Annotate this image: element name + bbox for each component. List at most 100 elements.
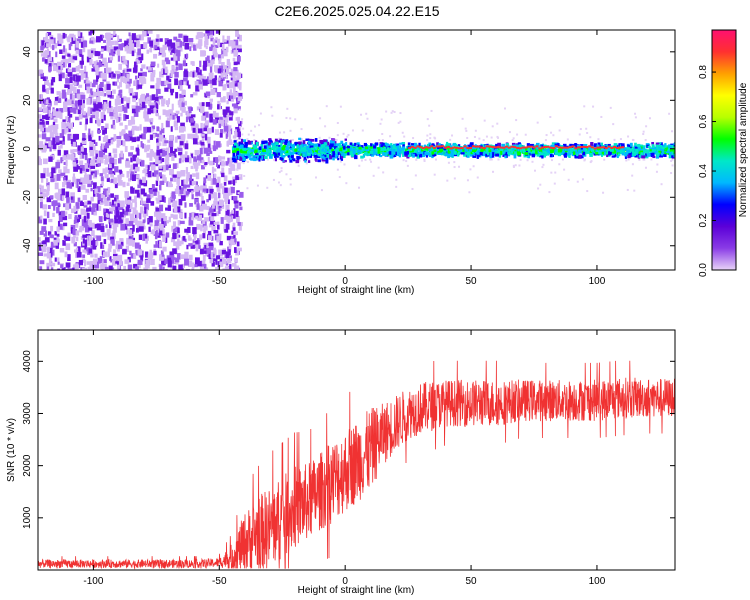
heatmap-cell <box>563 168 566 171</box>
heatmap-cell <box>171 195 176 199</box>
heatmap-cell <box>181 179 184 187</box>
heatmap-cell <box>184 228 189 233</box>
heatmap-cell <box>309 145 314 149</box>
heatmap-cell <box>120 223 126 231</box>
heatmap-cell <box>145 93 150 97</box>
heatmap-cell <box>42 115 47 120</box>
heatmap-cell <box>72 34 76 41</box>
heatmap-cell <box>64 251 68 258</box>
heatmap-cell <box>339 105 342 108</box>
heatmap-cell <box>160 98 166 104</box>
heatmap-cell <box>199 248 204 255</box>
heatmap-cell <box>77 109 81 115</box>
heatmap-cell <box>632 149 636 152</box>
heatmap-cell <box>138 244 141 252</box>
heatmap-cell <box>596 150 600 154</box>
heatmap-cell <box>54 97 58 101</box>
heatmap-cell <box>60 194 64 201</box>
heatmap-cell <box>206 199 209 203</box>
heatmap-cell <box>111 46 115 52</box>
heatmap-cell <box>247 140 250 143</box>
heatmap-cell <box>467 144 471 148</box>
heatmap-cell <box>316 155 320 159</box>
heatmap-cell <box>202 65 207 71</box>
heatmap-cell <box>231 230 234 235</box>
heatmap-cell <box>47 101 52 106</box>
heatmap-cell <box>78 69 84 74</box>
heatmap-cell <box>203 127 208 132</box>
heatmap-cell <box>165 236 168 243</box>
heatmap-cell <box>186 80 189 86</box>
heatmap-cell <box>156 34 160 38</box>
heatmap-cell <box>299 139 302 142</box>
heatmap-cell <box>135 147 140 152</box>
heatmap-cell <box>100 112 105 119</box>
heatmap-cell <box>543 144 547 147</box>
heatmap-cell <box>45 32 49 40</box>
heatmap-cell <box>98 71 103 75</box>
heatmap-cell <box>201 115 206 121</box>
heatmap-cell <box>166 220 169 224</box>
spectrogram-heatmap <box>38 30 675 270</box>
heatmap-cell <box>173 241 179 246</box>
heatmap-cell <box>296 141 300 145</box>
heatmap-cell <box>114 98 118 106</box>
heatmap-cell <box>73 205 77 210</box>
heatmap-cell <box>277 181 280 184</box>
heatmap-cell <box>600 154 604 157</box>
heatmap-cell <box>65 236 71 241</box>
heatmap-cell <box>74 178 78 185</box>
heatmap-cell <box>141 64 146 69</box>
heatmap-cell <box>67 254 71 262</box>
heatmap-cell <box>210 32 213 39</box>
heatmap-cell <box>155 241 158 246</box>
heatmap-cell <box>191 262 195 269</box>
heatmap-cell <box>44 143 50 149</box>
heatmap-cell <box>569 149 573 154</box>
heatmap-cell <box>131 125 137 131</box>
heatmap-cell <box>61 129 66 134</box>
heatmap-cell <box>645 125 648 128</box>
heatmap-cell <box>204 120 209 126</box>
heatmap-cell <box>192 227 197 234</box>
heatmap-cell <box>144 264 150 269</box>
heatmap-cell <box>113 46 119 51</box>
heatmap-cell <box>213 168 217 172</box>
heatmap-cell <box>100 48 104 53</box>
heatmap-cell <box>644 139 647 142</box>
heatmap-cell <box>108 100 112 108</box>
heatmap-cell <box>651 141 655 145</box>
heatmap-cell <box>393 111 396 114</box>
heatmap-cell <box>161 259 165 265</box>
heatmap-cell <box>125 60 128 65</box>
heatmap-cell <box>103 93 107 97</box>
heatmap-cell <box>360 155 364 159</box>
heatmap-cell <box>516 133 519 136</box>
heatmap-cell <box>198 102 204 106</box>
heatmap-cell <box>53 64 57 72</box>
heatmap-cell <box>274 153 278 157</box>
heatmap-cell <box>97 85 101 93</box>
heatmap-cell <box>203 60 208 67</box>
heatmap-cell <box>101 126 105 130</box>
heatmap-cell <box>103 114 106 121</box>
heatmap-cell <box>218 58 222 65</box>
heatmap-cell <box>93 157 97 163</box>
heatmap-cell <box>217 176 221 184</box>
heatmap-cell <box>46 106 51 112</box>
heatmap-cell <box>245 150 249 154</box>
heatmap-cell <box>119 131 122 137</box>
heatmap-cell <box>75 49 79 54</box>
heatmap-cell <box>295 151 298 155</box>
heatmap-cell <box>80 177 83 183</box>
heatmap-cell <box>185 116 189 123</box>
heatmap-cell <box>199 60 202 68</box>
heatmap-cell <box>126 97 131 104</box>
heatmap-cell <box>307 153 311 156</box>
heatmap-cell <box>631 138 634 141</box>
heatmap-cell <box>401 141 406 145</box>
heatmap-cell <box>578 154 582 158</box>
heatmap-cell <box>652 155 656 159</box>
heatmap-cell <box>90 254 94 258</box>
heatmap-cell <box>45 38 50 45</box>
